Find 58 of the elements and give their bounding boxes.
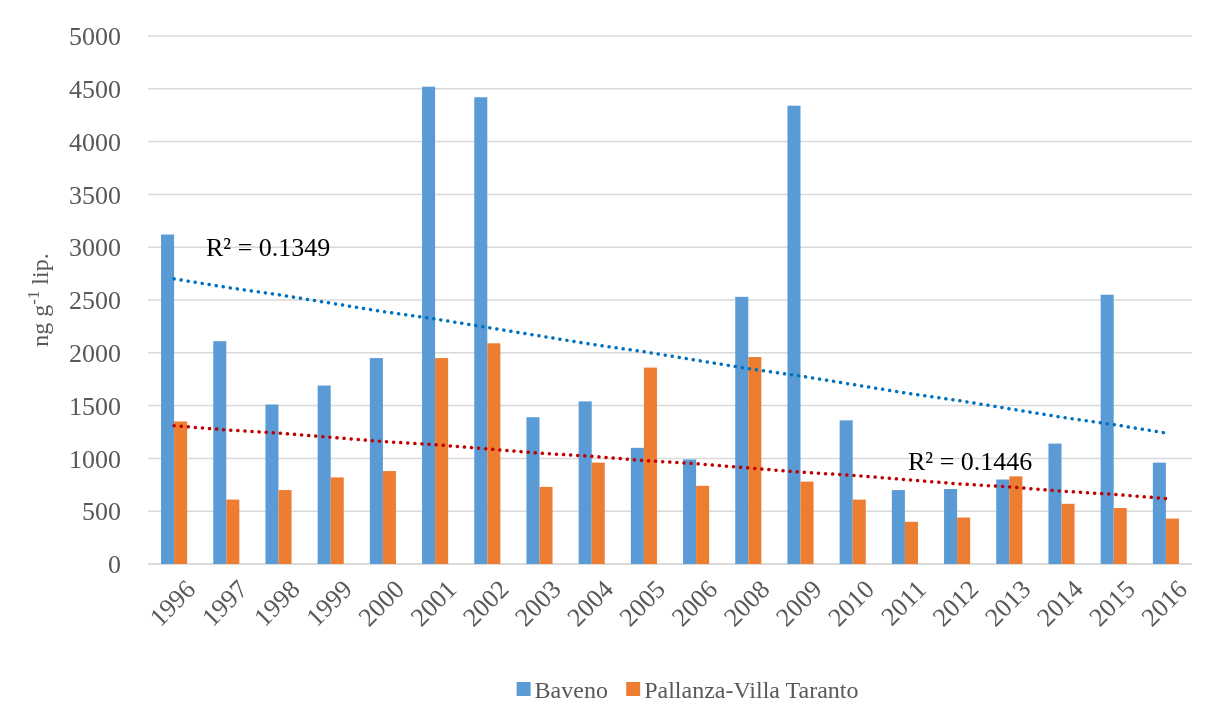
bar [1165,518,1179,564]
bar [957,517,971,564]
y-tick-label: 3500 [69,180,121,210]
bar [735,296,749,564]
bar [944,489,958,564]
bar [852,499,866,564]
y-tick-label: 5000 [69,22,121,52]
y-tick-label: 2500 [69,286,121,316]
annotation: R² = 0.1349 [206,233,331,262]
bar [839,420,853,564]
bar [787,105,801,564]
bar [683,459,697,564]
bar [265,404,279,564]
y-tick-label: 4500 [69,74,121,104]
bar [996,479,1010,564]
bar [1061,503,1075,564]
x-tick-label: 2011 [875,574,933,632]
y-tick-label: 2000 [69,338,121,368]
bar [226,499,240,564]
y-tick-label: 500 [82,497,121,527]
bar [174,421,188,564]
bar [382,471,396,564]
y-tick-label: 1500 [69,391,121,421]
annotation: R² = 0.1446 [908,447,1033,476]
bar [539,486,553,564]
bar [1152,462,1166,564]
bar [213,341,227,564]
bar [435,358,449,564]
bar [578,401,592,564]
bar [317,385,331,564]
line-series [172,423,1168,501]
bar [487,343,501,564]
bar [591,462,605,564]
bar [643,367,657,564]
y-tick-label: 1000 [69,444,121,474]
bar [904,521,918,564]
bar [1100,294,1114,564]
legend-label: Pallanza-Villa Taranto [644,677,859,704]
bar [1048,443,1062,564]
bar [526,417,540,564]
bar [630,447,644,564]
bar [474,97,488,564]
bar [696,485,710,564]
bar [278,490,292,564]
bar [1113,508,1127,564]
bar [748,357,762,564]
line-series [172,277,1168,435]
y-tick-label: 4000 [69,127,121,157]
bar [422,86,436,564]
bar [1009,476,1023,564]
legend-label: Baveno [534,677,608,704]
bar [369,358,383,564]
y-tick-label: 0 [108,550,121,580]
bar [161,234,175,564]
bar [800,481,814,564]
y-tick-label: 3000 [69,233,121,263]
bar [330,477,344,564]
bar [891,490,905,564]
